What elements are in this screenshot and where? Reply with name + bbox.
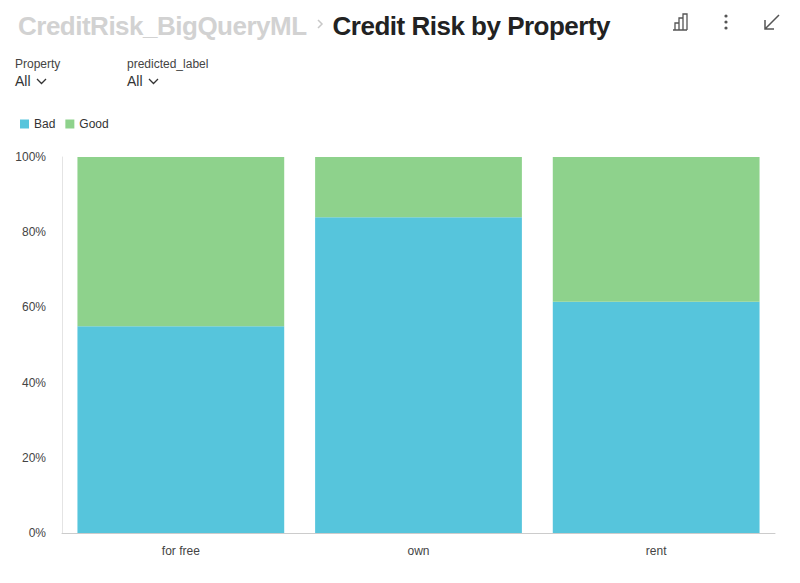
svg-text:Bad: Bad [34, 117, 55, 131]
html-text:All: All [127, 73, 143, 89]
svg-text:Good: Good [79, 117, 108, 131]
html-text:Property: Property [15, 57, 61, 71]
svg-text:own: own [407, 544, 429, 558]
html-text:Credit Risk by Property: Credit Risk by Property [332, 10, 611, 41]
html-text:CreditRisk_BigQueryML: CreditRisk_BigQueryML [18, 10, 307, 41]
svg-text:rent: rent [646, 544, 667, 558]
svg-text:60%: 60% [22, 300, 46, 314]
svg-text:for free: for free [162, 544, 200, 558]
svg-text:100%: 100% [15, 150, 46, 164]
svg-text:0%: 0% [29, 526, 47, 540]
svg-text:40%: 40% [22, 376, 46, 390]
html-text:predicted_label: predicted_label [127, 57, 209, 71]
svg-text:80%: 80% [22, 225, 46, 239]
html-text:All: All [15, 73, 31, 89]
svg-text:20%: 20% [22, 451, 46, 465]
